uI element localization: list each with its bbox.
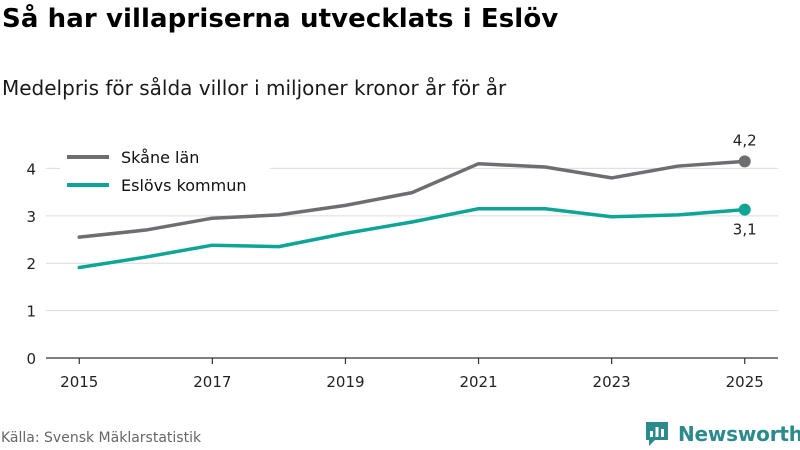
brand-name: Newsworthy	[678, 422, 800, 446]
end-value-label: 3,1	[733, 221, 757, 239]
brand-logo: Newsworthy	[644, 420, 800, 448]
x-tick-label: 2023	[593, 373, 631, 391]
y-tick-label: 1	[26, 303, 36, 321]
y-tick-label: 2	[26, 255, 36, 273]
data-labels: 4,2 3,1	[733, 131, 757, 238]
y-tick-label: 0	[26, 350, 36, 368]
legend-label: Skåne län	[121, 148, 199, 167]
x-tick-label: 2021	[459, 373, 497, 391]
series-line-eslov	[77, 206, 747, 270]
x-tick-label: 2019	[326, 373, 364, 391]
legend-label: Eslövs kommun	[121, 176, 247, 195]
end-value-label: 4,2	[733, 131, 757, 149]
legend-background	[60, 140, 270, 202]
chart-subtitle: Medelpris för sålda villor i miljoner kr…	[2, 76, 507, 100]
line-chart: 0 1 2 3 4 2015 2017 2019 2021 2023 2025 4,2 3,1 Skå…	[26, 131, 778, 391]
x-tick-label: 2015	[60, 373, 98, 391]
x-tick-label: 2025	[726, 373, 764, 391]
chart-title: Så har villapriserna utvecklats i Eslöv	[2, 4, 559, 34]
y-tick-label: 4	[26, 160, 36, 178]
end-point-marker	[738, 203, 751, 216]
axes: 0 1 2 3 4 2015 2017 2019 2021 2023 2025	[26, 160, 778, 391]
y-tick-label: 3	[26, 208, 36, 226]
x-tick-label: 2017	[193, 373, 231, 391]
end-point-marker	[738, 155, 751, 168]
source-note: Källa: Svensk Mäklarstatistik	[1, 430, 202, 446]
series-lines	[77, 155, 751, 270]
legend: Skåne län Eslövs kommun	[60, 140, 270, 202]
newsworthy-logo-icon	[646, 422, 668, 446]
